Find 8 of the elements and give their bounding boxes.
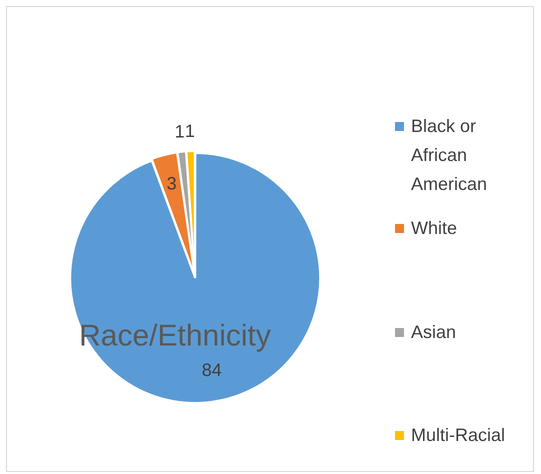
data-label: 1 bbox=[174, 122, 185, 142]
legend-label: White bbox=[411, 217, 458, 240]
legend-label: Multi-Racial bbox=[411, 424, 506, 447]
legend-label: Black or African American bbox=[411, 115, 488, 196]
data-label: 84 bbox=[202, 360, 222, 380]
legend-label: Asian bbox=[411, 321, 458, 344]
data-label: 1 bbox=[184, 120, 195, 141]
data-label: 3 bbox=[166, 173, 177, 194]
